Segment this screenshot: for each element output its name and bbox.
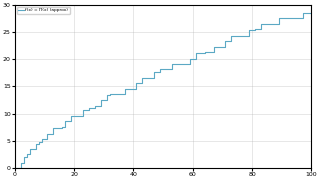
f(x) = Π(x) (approx) <box>170 63 174 65</box>
f(x) = Π(x) (approx) <box>13 167 17 169</box>
f(x) = Π(x) (approx) <box>69 115 73 117</box>
f(x) = Π(x) (approx) <box>34 143 37 145</box>
f(x) = Π(x) (approx) <box>52 132 55 135</box>
Line: f(x) = Π(x) (approx): f(x) = Π(x) (approx) <box>15 13 311 168</box>
f(x) = Π(x) (approx) <box>309 12 313 14</box>
f(x) = Π(x) (approx) <box>134 82 138 84</box>
Legend: f(x) = Π(x) (approx): f(x) = Π(x) (approx) <box>17 7 70 14</box>
f(x) = Π(x) (approx) <box>158 71 162 73</box>
f(x) = Π(x) (approx) <box>300 12 304 14</box>
